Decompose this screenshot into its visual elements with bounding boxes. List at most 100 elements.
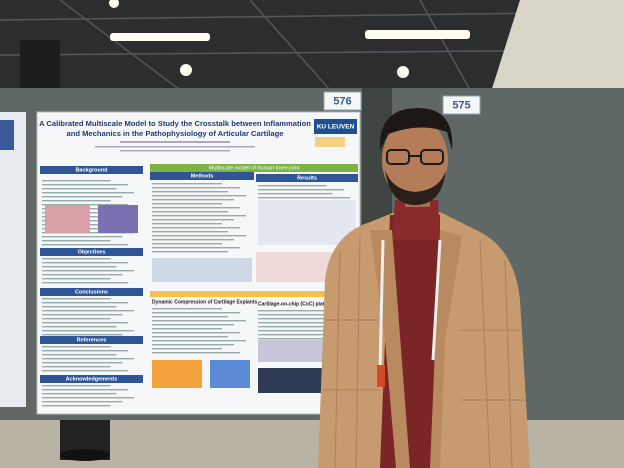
badge-clip — [377, 365, 385, 387]
text-line — [42, 274, 123, 276]
figure — [45, 205, 90, 233]
text-line — [258, 322, 351, 324]
text-line — [42, 346, 111, 348]
text-line — [42, 393, 117, 395]
text-line — [152, 239, 234, 241]
text-line — [152, 344, 234, 346]
text-line — [42, 192, 135, 194]
poster-title: and Mechanics in the Pathophysiology of … — [66, 129, 283, 138]
text-line — [152, 203, 222, 205]
section-title: Objectives — [78, 249, 106, 255]
booth-number: 576 — [333, 95, 351, 107]
text-line — [42, 184, 129, 186]
text-line — [42, 318, 111, 320]
lanyard — [431, 239, 442, 361]
section-title: Background — [75, 167, 107, 173]
text-line — [42, 298, 111, 300]
text-line — [258, 193, 333, 195]
text-line — [42, 266, 117, 268]
text-line — [42, 385, 111, 387]
text-line — [42, 200, 111, 202]
figure — [98, 205, 138, 233]
section-header — [150, 172, 254, 180]
text-line — [152, 336, 228, 338]
subsection-title: Cartilage-on-chip (CoC) platform — [258, 301, 336, 307]
figure — [152, 360, 202, 388]
section-title: Acknowledgements — [66, 376, 118, 382]
text-line — [258, 185, 327, 187]
text-line — [152, 195, 246, 197]
text-line — [42, 244, 129, 246]
visitor-shoes — [60, 449, 110, 461]
text-line — [42, 270, 135, 272]
text-line — [152, 308, 222, 310]
text-line — [42, 397, 135, 399]
text-line — [152, 235, 246, 237]
text-line — [152, 320, 246, 322]
text-line — [42, 236, 123, 238]
text-line — [152, 223, 222, 225]
text-line — [42, 358, 135, 360]
neighbor-poster-band — [0, 120, 14, 150]
text-line — [42, 306, 117, 308]
section-header — [40, 375, 143, 383]
text-line — [258, 330, 327, 332]
text-line — [42, 366, 111, 368]
text-line — [42, 401, 123, 403]
text-line — [152, 352, 240, 354]
text-line — [152, 340, 246, 342]
section-header — [256, 174, 358, 182]
collar — [392, 200, 440, 240]
text-line — [42, 314, 123, 316]
text-line — [152, 215, 246, 217]
ceiling-lights — [109, 0, 470, 78]
logo-mark — [315, 137, 345, 147]
text-line — [42, 362, 123, 364]
text-line — [42, 389, 129, 391]
text-line — [258, 318, 333, 320]
text-line — [42, 302, 129, 304]
text-line — [42, 330, 135, 332]
text-line — [152, 219, 234, 221]
text-line — [258, 197, 351, 199]
logo: KU LEUVEN — [317, 124, 355, 131]
figure — [210, 360, 250, 388]
poster-title: A Calibrated Multiscale Model to Study t… — [39, 119, 311, 128]
text-line — [152, 207, 240, 209]
band-title: Multiscale model of human knee joint — [209, 165, 300, 171]
text-line — [152, 251, 228, 253]
section-title: Conclusions — [75, 289, 108, 295]
booth-label — [323, 91, 362, 111]
text-line — [258, 338, 333, 340]
booth-label — [442, 95, 481, 115]
pillar — [20, 40, 60, 90]
text-line — [152, 187, 240, 189]
text-line — [152, 183, 222, 185]
text-line — [42, 322, 129, 324]
section-header — [40, 166, 143, 174]
text-line — [42, 196, 123, 198]
text-line — [152, 247, 240, 249]
section-band — [150, 164, 358, 172]
text-line — [152, 348, 222, 350]
section-title: References — [77, 337, 107, 343]
section-band — [150, 291, 358, 297]
text-line — [152, 316, 228, 318]
text-line — [42, 262, 129, 264]
text-line — [152, 328, 222, 330]
text-line — [42, 354, 117, 356]
text-line — [42, 350, 129, 352]
section-header — [40, 248, 143, 256]
section-title: Results — [297, 175, 317, 181]
text-line — [42, 278, 111, 280]
text-line — [152, 243, 222, 245]
hair — [379, 108, 453, 150]
booth-number: 575 — [452, 99, 470, 111]
text-line — [152, 312, 240, 314]
neighbor-poster — [0, 112, 26, 407]
text-line — [42, 334, 123, 336]
figure — [152, 258, 252, 282]
text-line — [42, 310, 135, 312]
text-line — [152, 199, 234, 201]
